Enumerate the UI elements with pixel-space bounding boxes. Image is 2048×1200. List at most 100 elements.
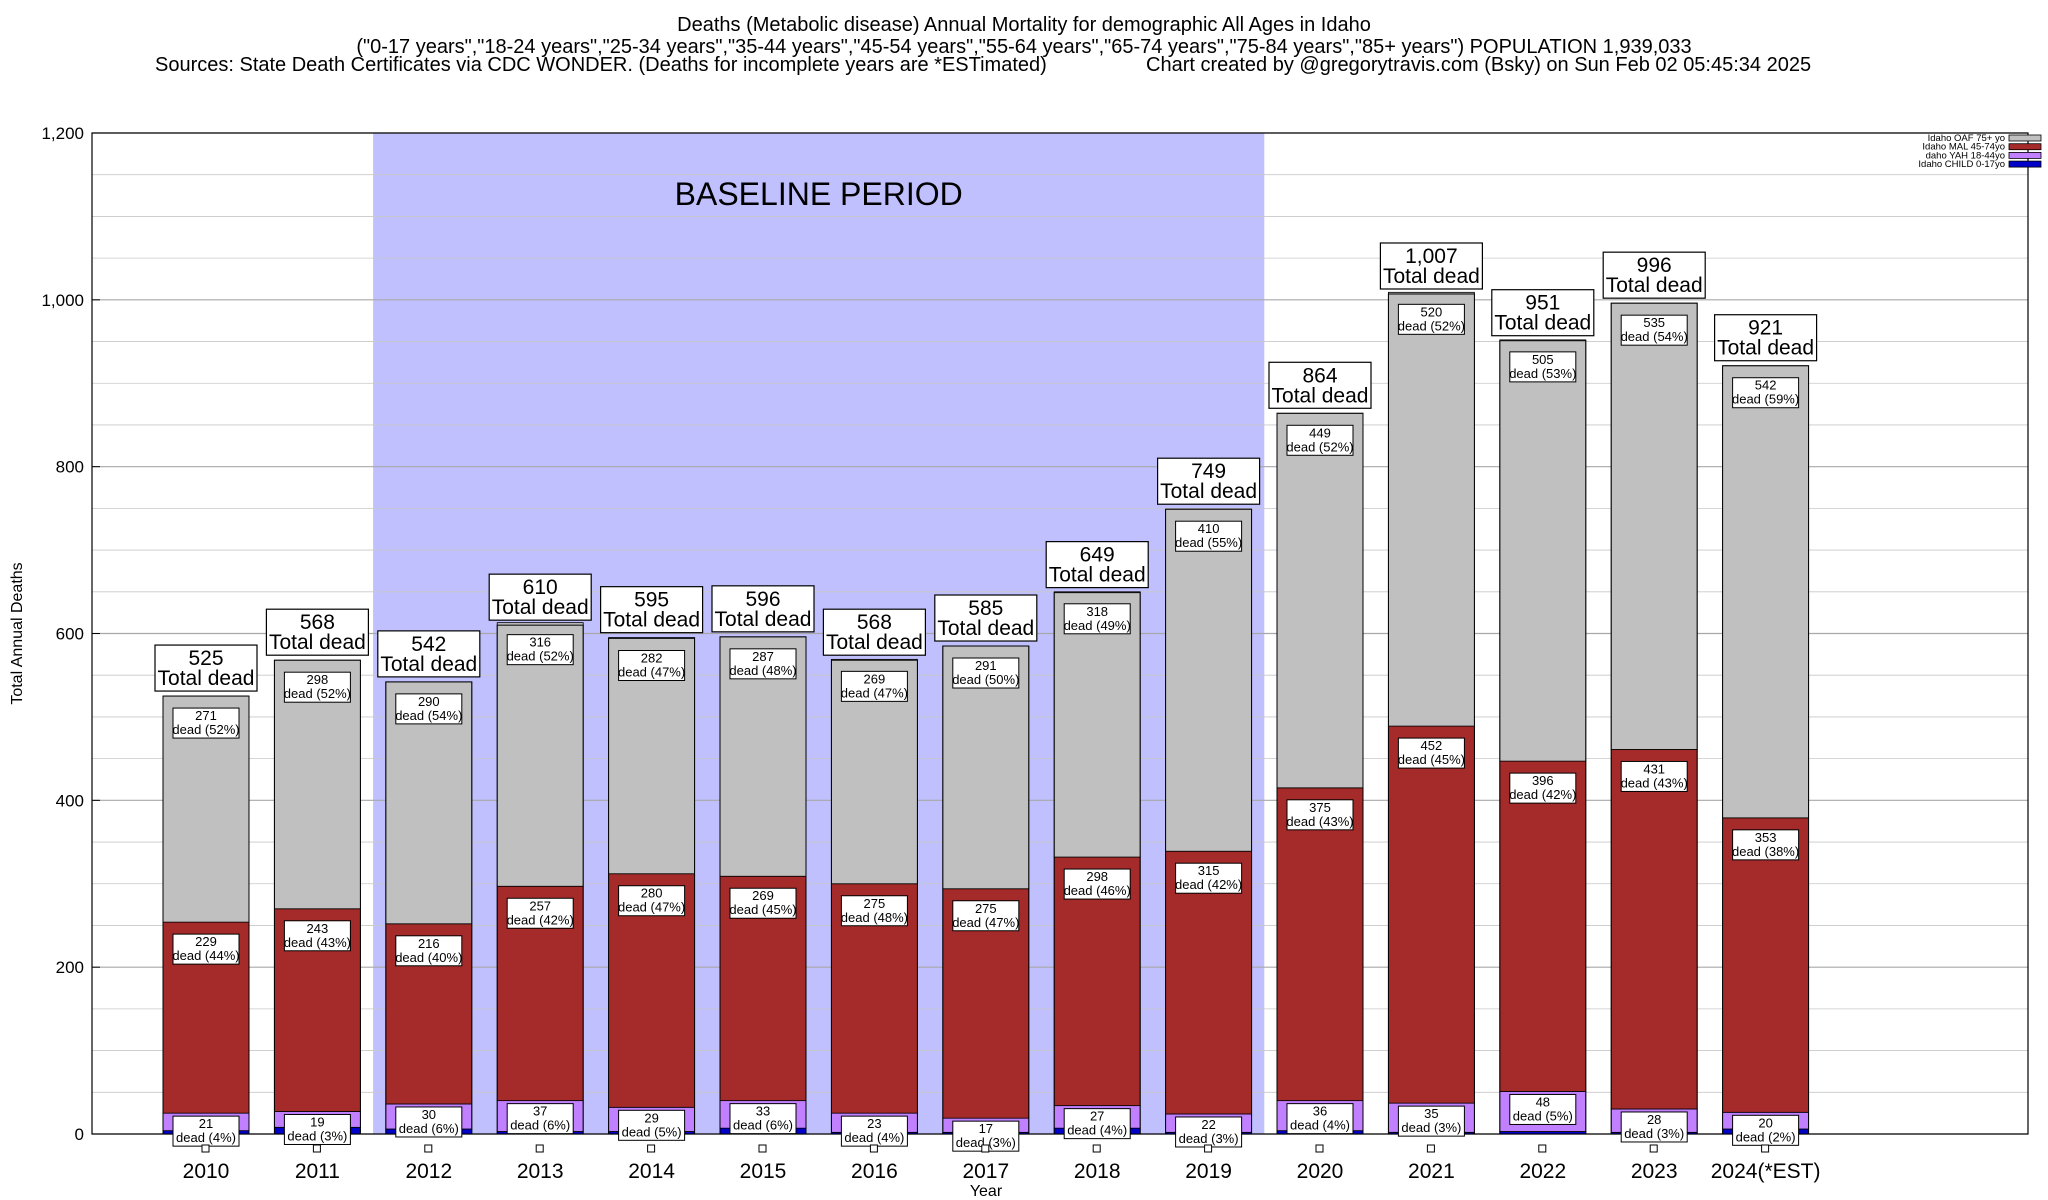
total-box xyxy=(599,586,704,634)
label-young-adult-value: 22 xyxy=(1201,1117,1215,1132)
label-older-box xyxy=(1732,377,1800,409)
label-older-value: 520 xyxy=(1421,304,1443,319)
legend-label: Idaho OAF 75+ yo xyxy=(1928,133,2005,144)
bar-segment-older-2022 xyxy=(1499,339,1587,762)
x-axis-title: Year xyxy=(970,1183,1003,1200)
label-young-adult-pct: dead (3%) xyxy=(1401,1120,1461,1135)
label-older-box xyxy=(618,650,686,682)
label-older-pct: dead (50%) xyxy=(952,672,1019,687)
baseline-period-label: BASELINE PERIOD xyxy=(675,176,963,212)
label-older-pct: dead (55%) xyxy=(1175,535,1242,550)
label-older-box xyxy=(1397,303,1465,335)
label-middle-age-box xyxy=(395,935,463,967)
label-older-box xyxy=(1175,520,1243,552)
total-label: Total dead xyxy=(492,596,589,619)
label-middle-age-value: 431 xyxy=(1643,761,1665,776)
label-young-adult-value: 30 xyxy=(422,1107,436,1122)
bar-marker xyxy=(869,1144,878,1153)
total-label: Total dead xyxy=(1494,312,1591,335)
label-young-adult-pct: dead (4%) xyxy=(1067,1123,1127,1138)
label-older-pct: dead (47%) xyxy=(841,685,908,700)
label-older-pct: dead (52%) xyxy=(507,649,574,664)
bar-marker xyxy=(201,1144,210,1153)
label-middle-age-value: 452 xyxy=(1421,738,1443,753)
label-older-value: 449 xyxy=(1309,425,1331,440)
label-middle-age-pct: dead (42%) xyxy=(507,912,574,927)
label-young-adult-box xyxy=(172,1115,240,1147)
total-value: 610 xyxy=(523,576,558,599)
label-older-pct: dead (48%) xyxy=(729,663,796,678)
total-box xyxy=(822,608,927,656)
label-middle-age-pct: dead (45%) xyxy=(1398,752,1465,767)
total-label: Total dead xyxy=(1160,480,1257,503)
label-middle-age-box xyxy=(618,885,686,917)
label-young-adult-box xyxy=(1175,1116,1243,1148)
label-young-adult-value: 23 xyxy=(867,1116,881,1131)
label-older-box xyxy=(1620,314,1688,346)
y-tick-label: 400 xyxy=(56,791,84,810)
label-young-adult-box xyxy=(395,1106,463,1138)
label-middle-age-value: 280 xyxy=(641,886,663,901)
label-middle-age-value: 315 xyxy=(1198,863,1220,878)
label-older-pct: dead (52%) xyxy=(1398,318,1465,333)
legend-label: daho YAH 18-44yo xyxy=(1926,150,2005,161)
total-box xyxy=(488,573,592,621)
total-label: Total dead xyxy=(1606,274,1703,297)
total-value: 1,007 xyxy=(1405,245,1458,268)
x-tick-label: 2016 xyxy=(851,1160,898,1183)
label-older-pct: dead (52%) xyxy=(1286,439,1353,454)
total-box xyxy=(711,585,815,633)
label-young-adult-pct: dead (2%) xyxy=(1736,1129,1796,1144)
x-tick-label: 2023 xyxy=(1631,1160,1678,1183)
label-middle-age-pct: dead (46%) xyxy=(1064,883,1131,898)
label-young-adult-value: 27 xyxy=(1090,1109,1104,1124)
bar-segment-middle-age-2023 xyxy=(1610,749,1698,1110)
label-young-adult-box xyxy=(1286,1103,1354,1135)
sources-text: Sources: State Death Certificates via CD… xyxy=(155,54,1047,76)
label-middle-age-box xyxy=(729,887,797,919)
label-middle-age-box xyxy=(1397,737,1465,769)
label-middle-age-pct: dead (44%) xyxy=(172,948,239,963)
bar-segment-older-2024(*EST) xyxy=(1722,365,1809,819)
label-young-adult-box xyxy=(506,1103,574,1135)
total-label: Total dead xyxy=(1272,384,1369,407)
label-older-pct: dead (53%) xyxy=(1509,366,1576,381)
bar-outline xyxy=(1499,340,1587,1135)
label-young-adult-value: 36 xyxy=(1313,1104,1327,1119)
label-older-pct: dead (59%) xyxy=(1732,392,1799,407)
total-value: 996 xyxy=(1637,254,1672,277)
label-middle-age-pct: dead (45%) xyxy=(729,902,796,917)
total-label: Total dead xyxy=(158,667,255,690)
label-middle-age-box xyxy=(506,897,574,929)
total-label: Total dead xyxy=(1049,564,1146,587)
legend-swatch xyxy=(2008,160,2042,168)
total-box xyxy=(265,608,369,656)
total-value: 568 xyxy=(300,611,335,634)
label-middle-age-value: 269 xyxy=(752,888,774,903)
bar-segment-older-2020 xyxy=(1276,412,1364,789)
label-middle-age-value: 243 xyxy=(307,921,329,936)
bar-marker xyxy=(535,1144,544,1153)
total-label: Total dead xyxy=(715,608,812,631)
label-older-box xyxy=(1286,424,1354,456)
total-label: Total dead xyxy=(937,617,1034,640)
bar-marker xyxy=(1761,1144,1770,1153)
bar-marker xyxy=(1426,1144,1435,1153)
label-middle-age-pct: dead (47%) xyxy=(952,915,1019,930)
label-older-pct: dead (49%) xyxy=(1064,618,1131,633)
label-middle-age-box xyxy=(1063,868,1131,900)
x-tick-label: 2010 xyxy=(183,1160,230,1183)
total-value: 595 xyxy=(634,589,669,612)
total-value: 749 xyxy=(1191,460,1226,483)
label-young-adult-value: 35 xyxy=(1424,1106,1438,1121)
bar-marker xyxy=(647,1144,656,1153)
label-middle-age-pct: dead (47%) xyxy=(618,900,685,915)
label-young-adult-value: 28 xyxy=(1647,1112,1661,1127)
label-young-adult-pct: dead (4%) xyxy=(844,1130,904,1145)
label-young-adult-pct: dead (4%) xyxy=(176,1130,236,1145)
label-older-value: 269 xyxy=(864,671,886,686)
label-older-value: 287 xyxy=(752,649,774,664)
label-middle-age-pct: dead (43%) xyxy=(284,935,351,950)
label-middle-age-pct: dead (42%) xyxy=(1175,877,1242,892)
label-young-adult-value: 17 xyxy=(979,1121,993,1136)
